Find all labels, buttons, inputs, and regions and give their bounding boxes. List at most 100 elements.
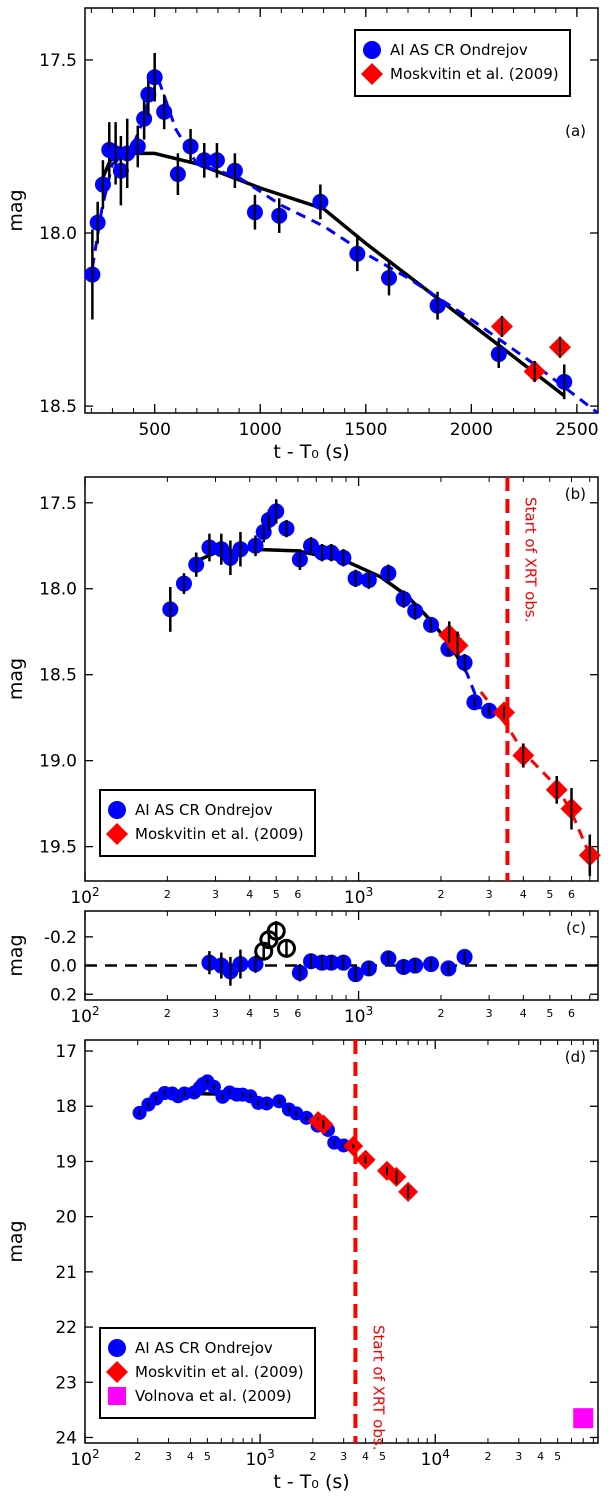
x-tick-label: 104 [421, 1447, 450, 1470]
y-axis-label: mag [5, 658, 27, 700]
x-tick-label: 1500 [344, 420, 387, 440]
y-tick-label: 18.0 [39, 224, 77, 244]
x-tick-label: 102 [70, 885, 99, 908]
y-tick-label: 18 [55, 1097, 77, 1117]
x-minor-label: 3 [212, 1007, 219, 1020]
legend-marker-square [108, 1387, 126, 1405]
y-tick-label: 21 [55, 1263, 77, 1283]
x-tick-label: 103 [245, 1447, 274, 1470]
x-axis-label: t - T₀ (s) [273, 441, 349, 463]
x-minor-label: 6 [294, 1007, 301, 1020]
y-tick-label: 0.0 [50, 957, 77, 977]
x-minor-label: 4 [537, 1450, 544, 1463]
legend-box [354, 29, 571, 97]
legend-marker-circle [363, 41, 381, 59]
legend-marker-circle [108, 801, 126, 819]
x-minor-label: 4 [520, 888, 527, 901]
x-minor-label: 2 [309, 1450, 316, 1463]
x-minor-label: 4 [246, 888, 253, 901]
x-tick-label: 103 [344, 885, 373, 908]
panel-label: (c) [566, 919, 586, 937]
y-axis-label: mag [5, 934, 27, 976]
x-minor-label: 3 [212, 888, 219, 901]
x-tick-label: 500 [138, 420, 170, 440]
x-minor-label: 3 [340, 1450, 347, 1463]
y-tick-label: 20 [55, 1208, 77, 1228]
xrt-label: Start of XRT obs. [521, 497, 539, 622]
y-tick-label: 17.5 [39, 51, 77, 71]
xrt-label: Start of XRT obs. [369, 1325, 387, 1450]
panel-label: (a) [565, 122, 586, 140]
y-tick-label: 18.0 [39, 580, 77, 600]
x-minor-label: 5 [554, 1450, 561, 1463]
legend-label: Moskvitin et al. (2009) [135, 1363, 304, 1381]
plot-frame [84, 910, 599, 1001]
x-minor-label: 4 [246, 1007, 253, 1020]
x-tick-label: 103 [344, 1004, 373, 1027]
legend: AI AS CR Ondrejov Moskvitin et al. (2009)… [99, 1327, 316, 1419]
x-minor-label: 2 [134, 1450, 141, 1463]
curves [90, 79, 598, 413]
legend-box [99, 789, 316, 857]
y-tick-label: 17.5 [39, 494, 77, 514]
x-minor-label: 6 [294, 888, 301, 901]
x-minor-label: 6 [568, 888, 575, 901]
legend-marker-diamond [106, 1361, 128, 1383]
data-point-residual-open [254, 941, 274, 961]
x-minor-label: 4 [520, 1007, 527, 1020]
y-axis-label: mag [5, 1220, 27, 1262]
legend-box [99, 1327, 316, 1419]
panel-label: (d) [565, 1048, 586, 1066]
legend-label: Moskvitin et al. (2009) [135, 825, 304, 843]
legend: AI AS CR Ondrejov Moskvitin et al. (2009) [354, 29, 571, 97]
data-point-residual-open [276, 938, 296, 958]
y-tick-label: 18.5 [39, 666, 77, 686]
fit-curve [195, 547, 467, 669]
x-minor-label: 2 [484, 1450, 491, 1463]
legend-label: AI AS CR Ondrejov [135, 801, 273, 819]
y-tick-label: 0.2 [50, 985, 77, 1005]
x-minor-label: 5 [546, 888, 553, 901]
x-minor-label: 3 [486, 1007, 493, 1020]
x-tick-label: 102 [70, 1447, 99, 1470]
legend-label: AI AS CR Ondrejov [390, 41, 528, 59]
legend-label: AI AS CR Ondrejov [135, 1339, 273, 1357]
x-tick-label: 1000 [239, 420, 282, 440]
x-minor-label: 2 [164, 888, 171, 901]
x-minor-label: 4 [187, 1450, 194, 1463]
plot-frame [84, 476, 599, 882]
y-tick-label: 18.5 [39, 397, 77, 417]
legend: AI AS CR Ondrejov Moskvitin et al. (2009) [99, 789, 316, 857]
y-tick-label: 22 [55, 1318, 77, 1338]
y-tick-label: 17 [55, 1042, 77, 1062]
legend-label: Moskvitin et al. (2009) [390, 65, 559, 83]
y-tick-label: 24 [55, 1428, 77, 1448]
x-minor-label: 5 [379, 1450, 386, 1463]
x-tick-label: 102 [70, 1004, 99, 1027]
x-minor-label: 2 [437, 1007, 444, 1020]
y-tick-label: 19.5 [39, 838, 77, 858]
legend-marker-diamond [361, 63, 383, 85]
plot-frame [84, 7, 599, 414]
x-axis-label: t - T₀ (s) [273, 1471, 349, 1493]
x-minor-label: 3 [515, 1450, 522, 1463]
plot-frame [84, 1039, 599, 1444]
x-minor-label: 3 [165, 1450, 172, 1463]
x-minor-label: 5 [546, 1007, 553, 1020]
x-minor-label: 5 [273, 888, 280, 901]
legend-marker-diamond [106, 823, 128, 845]
y-tick-label: -0.2 [44, 928, 77, 948]
panel-label: (b) [565, 485, 586, 503]
x-minor-label: 5 [204, 1450, 211, 1463]
y-tick-label: 19.0 [39, 752, 77, 772]
y-tick-label: 19 [55, 1152, 77, 1172]
panel-1: 17.5 18.0 18.5 500 1000 1500 2000 2500 mag t - T₀… [5, 7, 599, 463]
x-minor-label: 2 [437, 888, 444, 901]
panel-2: 17.5 18.0 18.5 19.0 19.5 102 103 2 3 4 5 6 2 3 4 5 6 mag (… [5, 476, 601, 908]
y-axis-label: mag [5, 189, 27, 231]
x-tick-label: 2000 [450, 420, 493, 440]
x-minor-label: 2 [164, 1007, 171, 1020]
x-tick-label: 2500 [555, 420, 598, 440]
